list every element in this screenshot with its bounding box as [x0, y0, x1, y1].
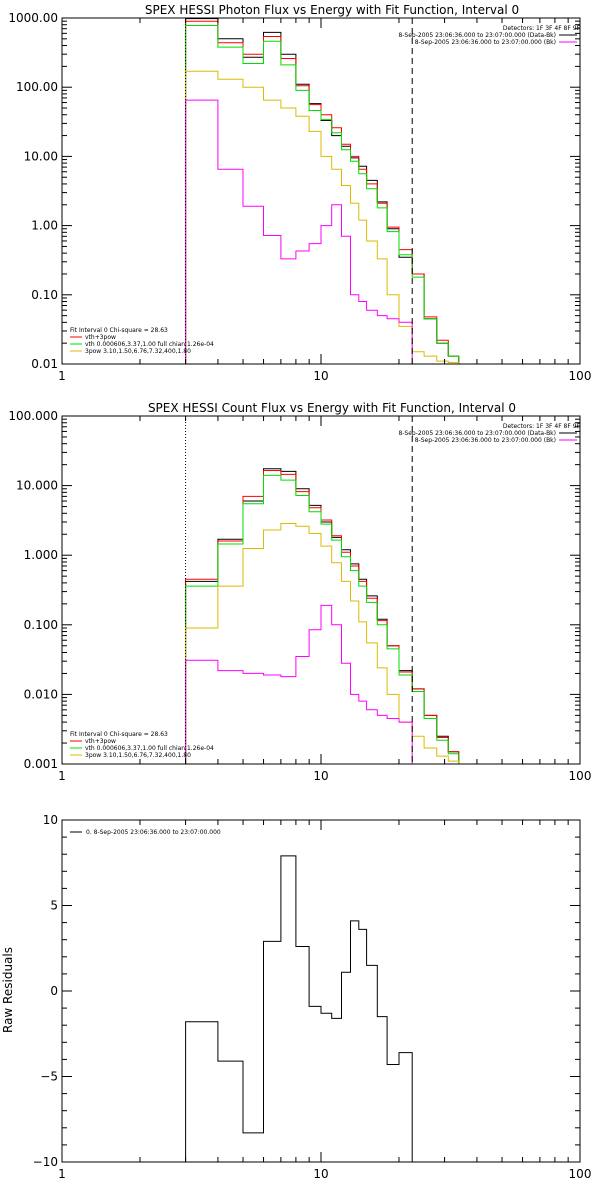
y-tick-label: 1.00 — [31, 219, 58, 233]
fit-sum-label: vth+3pow — [85, 334, 116, 341]
residuals-y-axis-label: Raw Residuals — [1, 947, 15, 1033]
count-bk-label: 8-Sep-2005 23:06:36.000 to 23:07:00.000 … — [415, 437, 556, 444]
photon-flux-info: Detectors: 1F 3F 4F 8F 9F 8-Sep-2005 23:… — [398, 25, 580, 46]
photon-flux-title: SPEX HESSI Photon Flux vs Energy with Fi… — [145, 3, 519, 17]
detectors-label: Detectors: 1F 3F 4F 8F 9F — [503, 25, 581, 32]
data-bk-label: 8-Sep-2005 23:06:36.000 to 23:07:00.000 … — [398, 32, 556, 39]
count-detectors-label: Detectors: 1F 3F 4F 8F 9F — [503, 423, 581, 430]
count-flux-title: SPEX HESSI Count Flux vs Energy with Fit… — [148, 401, 516, 415]
photon-flux-ticks: 1 10 100 0.01 0.10 1.00 10.00 100.00 1000.00 — [8, 11, 591, 383]
count-flux-ticks: 1 10 100 0.001 0.010 0.100 1.000 10.000 100.000 — [8, 409, 591, 783]
y-tick-label: 1000.00 — [8, 11, 58, 25]
series-bk-line — [185, 99, 413, 364]
count-fit-sum-label: vth+3pow — [85, 738, 116, 745]
x-tick-label: 1 — [58, 1167, 66, 1181]
y-tick-label: 10.00 — [24, 149, 58, 163]
count-flux-overlays — [185, 416, 413, 764]
x-tick-label: 100 — [569, 369, 592, 383]
y-tick-label: 0.010 — [24, 687, 58, 701]
y-tick-label: 0.100 — [24, 618, 58, 632]
y-tick-label: −10 — [33, 1155, 58, 1169]
residuals-ticks: 1 10 100 10 5 0 −5 −10 — [33, 813, 592, 1181]
photon-flux-overlays — [185, 18, 413, 364]
residuals-panel: 1 10 100 10 5 0 −5 −10 Raw Residuals 0. 8-Sep-2… — [1, 813, 591, 1181]
x-tick-label: 100 — [569, 769, 592, 783]
count-fit-vth-label: vth 0.000606,3.37,1.00 full chian 1.26e-… — [85, 745, 214, 752]
photon-flux-panel: SPEX HESSI Photon Flux vs Energy with Fi… — [8, 3, 591, 383]
series-vth-line — [185, 474, 460, 764]
series-vth-line — [185, 25, 460, 364]
count-flux-series — [185, 468, 460, 764]
photon-flux-fit-legend: Fit Interval 0 Chi-square = 28.63 vth+3p… — [70, 327, 214, 355]
series-pow-line — [185, 70, 460, 364]
count-flux-info: Detectors: 1F 3F 4F 8F 9F 8-Sep-2005 23:… — [398, 423, 580, 444]
bk-label: 8-Sep-2005 23:06:36.000 to 23:07:00.000 … — [415, 39, 556, 46]
count-data-bk-label: 8-Sep-2005 23:06:36.000 to 23:07:00.000 … — [398, 430, 556, 437]
y-tick-label: 0 — [50, 984, 58, 998]
y-tick-label: 10.000 — [16, 479, 58, 493]
y-tick-label: −5 — [40, 1070, 58, 1084]
fit-vth-label: vth 0.000606,3.37,1.00 full chian 1.26e-… — [85, 341, 214, 348]
y-tick-label: 5 — [50, 899, 58, 913]
count-fit-pow-label: 3pow 3.10,1.50,6.76,7.32,400,1.80 — [85, 752, 191, 759]
x-tick-label: 10 — [313, 1167, 328, 1181]
residuals-series — [185, 855, 413, 1162]
series-bk-line — [185, 604, 413, 764]
series-pow-line — [185, 523, 460, 764]
y-tick-label: 100.000 — [8, 409, 58, 423]
y-tick-label: 0.10 — [31, 288, 58, 302]
fit-interval-label: Fit Interval 0 Chi-square = 28.63 — [70, 327, 168, 334]
photon-flux-series — [185, 18, 460, 364]
y-tick-label: 1.000 — [24, 548, 58, 562]
count-flux-fit-legend: Fit Interval 0 Chi-square = 28.63 vth+3p… — [70, 731, 214, 759]
residuals-legend-label: 0. 8-Sep-2005 23:06:36.000 to 23:07:00.0… — [86, 829, 221, 836]
y-tick-label: 0.001 — [24, 757, 58, 771]
fit-pow-label: 3pow 3.10,1.50,6.76,7.32,400,1.80 — [85, 348, 191, 355]
x-tick-label: 10 — [313, 769, 328, 783]
y-tick-label: 10 — [43, 813, 58, 827]
count-flux-panel: SPEX HESSI Count Flux vs Energy with Fit… — [8, 401, 591, 783]
y-tick-label: 0.01 — [31, 357, 58, 371]
x-tick-label: 100 — [569, 1167, 592, 1181]
x-tick-label: 1 — [58, 369, 66, 383]
count-fit-interval-label: Fit Interval 0 Chi-square = 28.63 — [70, 731, 168, 738]
y-tick-label: 100.00 — [16, 80, 58, 94]
x-tick-label: 10 — [313, 369, 328, 383]
x-tick-label: 1 — [58, 769, 66, 783]
residuals-line — [185, 855, 413, 1162]
